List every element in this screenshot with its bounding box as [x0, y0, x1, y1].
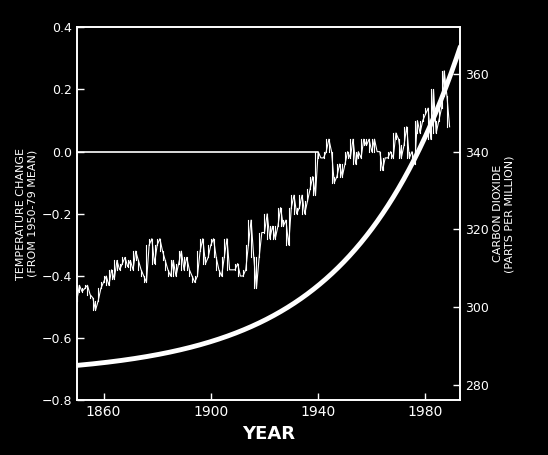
X-axis label: YEAR: YEAR	[242, 425, 295, 443]
Y-axis label: CARBON DIOXIDE
(PARTS PER MILLION): CARBON DIOXIDE (PARTS PER MILLION)	[493, 155, 515, 273]
Y-axis label: TEMPERATURE CHANGE
(FROM 1950-79 MEAN): TEMPERATURE CHANGE (FROM 1950-79 MEAN)	[15, 148, 37, 280]
